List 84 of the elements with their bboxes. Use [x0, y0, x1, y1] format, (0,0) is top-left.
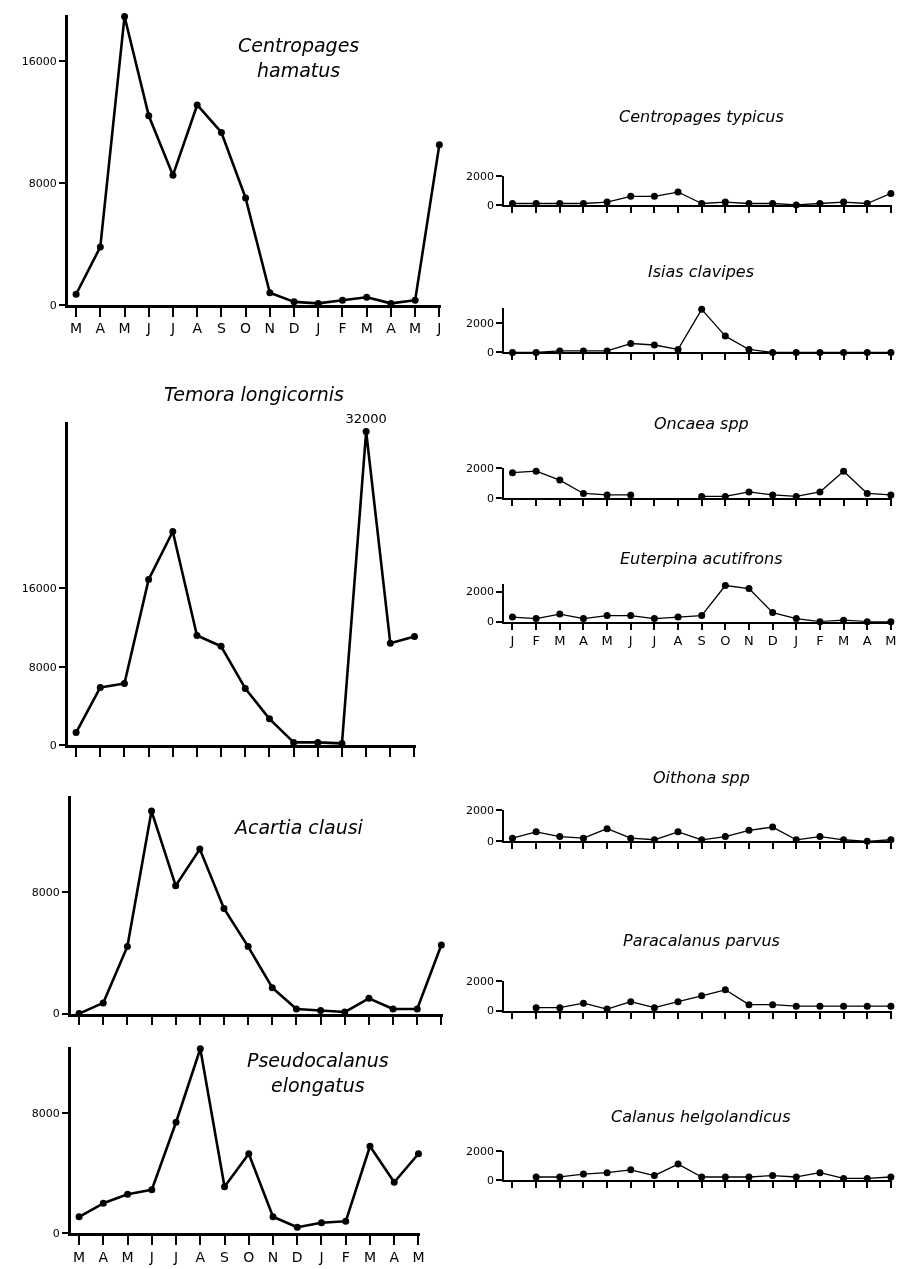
y-tick-label: 0 — [487, 835, 495, 849]
x-tick-label: M — [360, 320, 373, 337]
y-tick-label: 2000 — [466, 1145, 495, 1158]
x-tick-label: F — [532, 633, 540, 649]
x-tick-label: J — [145, 320, 151, 337]
y-tick-label: 0 — [52, 1227, 60, 1241]
y-tick-label: 2000 — [466, 316, 495, 330]
x-tick-label: N — [744, 633, 754, 649]
x-tick-label: M — [73, 1248, 86, 1265]
x-tick-label: N — [264, 320, 276, 337]
chart-title: Paracalanus parvus — [623, 931, 780, 950]
x-tick-label: A — [389, 1248, 400, 1265]
chart-title: Oithona spp — [653, 768, 750, 787]
x-tick-label: D — [288, 320, 300, 337]
y-tick-label: 0 — [487, 615, 495, 629]
y-tick-label: 2000 — [466, 585, 495, 599]
x-tick-label: M — [412, 1248, 425, 1265]
y-tick-label: 2000 — [466, 974, 495, 988]
y-tick-label: 8000 — [31, 885, 60, 899]
x-tick-label: J — [627, 633, 633, 649]
x-tick-label: S — [220, 1248, 230, 1265]
x-tick-label: S — [216, 320, 226, 337]
y-tick-label: 0 — [487, 491, 495, 505]
y-tick-label: 8000 — [31, 1107, 60, 1121]
y-tick-label: 0 — [487, 198, 495, 212]
y-tick-label: 2000 — [466, 462, 495, 476]
x-tick-label: O — [240, 320, 252, 337]
x-tick-label: O — [243, 1248, 255, 1265]
y-tick-label: 0 — [49, 739, 57, 753]
chart-title: Oncaea spp — [654, 414, 749, 433]
y-tick-label: 2000 — [466, 170, 495, 184]
x-tick-label: M — [118, 320, 131, 337]
x-tick-label: J — [172, 1248, 179, 1265]
text: Pseudocalanus elongatus — [247, 1049, 389, 1096]
x-tick-label: M — [837, 633, 850, 649]
x-tick-label: A — [98, 1248, 109, 1265]
x-tick-label: J — [318, 1248, 324, 1265]
x-tick-label: D — [767, 633, 778, 649]
x-tick-label: M — [601, 633, 613, 649]
chart-title: Calanus helgolandicus — [611, 1107, 791, 1126]
x-tick-label: J — [651, 633, 657, 649]
chart-title: Isias clavipes — [648, 262, 755, 281]
x-tick-label: A — [673, 633, 683, 649]
y-tick-label: 2000 — [466, 803, 495, 817]
chart-title: Euterpina acutifrons — [620, 549, 783, 568]
x-tick-label: J — [315, 320, 321, 337]
x-tick-label: D — [291, 1248, 303, 1265]
x-tick-label: J — [436, 320, 442, 337]
x-tick-label: M — [121, 1248, 134, 1265]
x-tick-label: A — [195, 1248, 206, 1265]
x-tick-label: F — [338, 320, 347, 337]
x-tick-label: A — [578, 633, 588, 649]
y-tick-label: 8000 — [28, 176, 57, 190]
x-tick-label: O — [720, 633, 731, 649]
y-tick-label: 0 — [487, 1173, 495, 1187]
x-tick-label: J — [148, 1248, 154, 1265]
x-tick-label: J — [509, 633, 515, 649]
y-tick-label: 0 — [487, 346, 495, 360]
x-tick-label: N — [267, 1248, 279, 1265]
text: Acartia clausi — [233, 816, 364, 838]
x-tick-label: M — [409, 320, 422, 337]
x-tick-label: M — [885, 633, 897, 649]
text: Centropages hamatus — [238, 34, 360, 81]
chart-title: Temora longicornis — [164, 383, 345, 405]
x-tick-label: J — [169, 320, 176, 337]
x-tick-label: J — [793, 633, 799, 649]
y-tick-label: 8000 — [28, 660, 57, 674]
chart-title: Centropages typicus — [619, 107, 784, 126]
data-label: 32000 — [345, 410, 387, 426]
x-tick-label: M — [70, 320, 83, 337]
x-tick-label: M — [363, 1248, 377, 1265]
y-tick-label: 0 — [49, 298, 57, 312]
x-tick-label: F — [341, 1248, 350, 1265]
x-tick-label: M — [554, 633, 566, 649]
x-tick-label: S — [697, 633, 706, 649]
x-tick-label: F — [816, 633, 824, 649]
x-tick-label: A — [95, 320, 106, 337]
x-tick-label: A — [192, 320, 203, 337]
y-tick-label: 0 — [52, 1007, 60, 1021]
y-tick-label: 0 — [487, 1004, 495, 1018]
y-tick-label: 16000 — [21, 54, 57, 68]
y-tick-label: 16000 — [21, 582, 57, 596]
x-tick-label: A — [386, 320, 397, 337]
x-tick-label: A — [862, 633, 872, 649]
